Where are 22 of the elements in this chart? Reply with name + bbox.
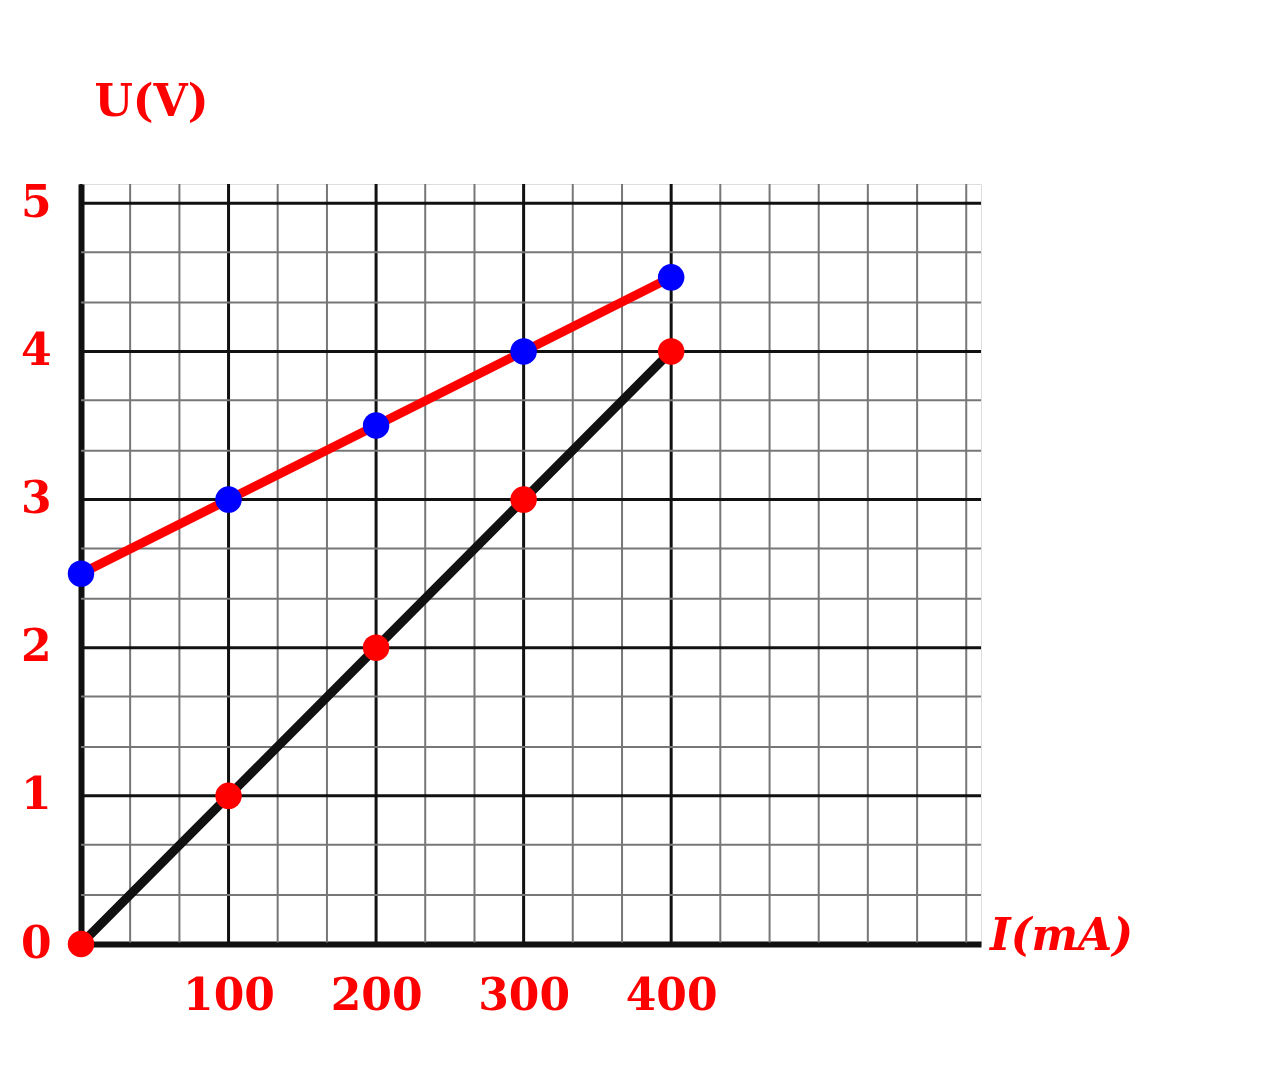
x-tick-label: 200 <box>330 968 423 1020</box>
y-tick-label: 1 <box>20 768 52 820</box>
point <box>215 782 242 810</box>
x-tick-label: 300 <box>478 968 571 1020</box>
point <box>657 264 685 291</box>
y-tick-label: 0 <box>20 916 52 968</box>
y-tick-label: 4 <box>20 323 52 375</box>
point <box>510 338 537 365</box>
point <box>215 486 242 513</box>
x-tick-label: 100 <box>183 968 275 1020</box>
point <box>657 338 685 365</box>
y-tick-label: 2 <box>20 620 52 672</box>
point <box>67 560 95 587</box>
point <box>67 930 95 958</box>
point <box>362 412 390 439</box>
x-axis-title: I(mA) <box>988 908 1133 960</box>
y-axis-title: U(V) <box>94 74 209 126</box>
point <box>510 486 537 513</box>
x-tick-label: 400 <box>625 968 718 1020</box>
point <box>362 634 390 661</box>
y-tick-label: 5 <box>20 175 52 227</box>
y-tick-label: 3 <box>20 472 52 524</box>
